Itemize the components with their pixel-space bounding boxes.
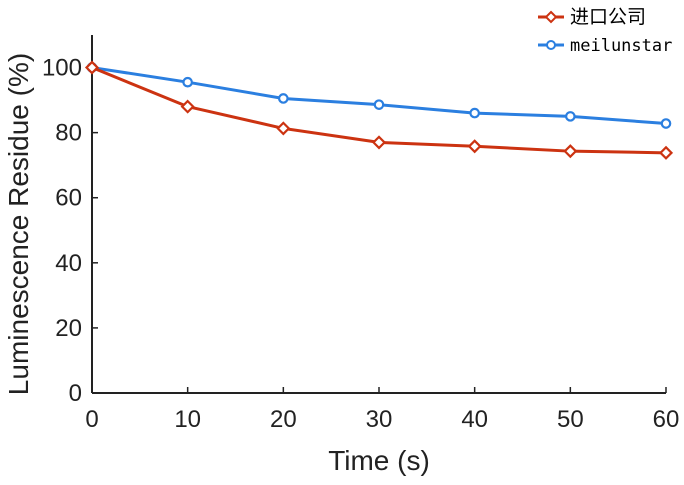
data-point: [180, 99, 195, 114]
legend-item: 进口公司: [538, 6, 646, 28]
legend-swatch-marker: [546, 40, 556, 50]
x-axis-title: Time (s): [328, 445, 430, 476]
legend-swatch-marker: [544, 10, 558, 24]
data-point: [467, 139, 482, 154]
data-point: [278, 93, 289, 104]
data-point: [182, 76, 193, 88]
legend-label: meilunstar: [570, 36, 672, 56]
data-point: [84, 60, 100, 75]
y-ticks: 0 20 40 60 80 100: [42, 55, 98, 407]
y-tick-label: 80: [55, 120, 82, 147]
data-point: [565, 111, 576, 122]
data-point: [373, 99, 385, 110]
y-tick-label: 60: [55, 185, 82, 212]
y-tick-label: 100: [42, 55, 82, 82]
series-1: [86, 62, 672, 129]
y-tick-label: 0: [69, 380, 82, 407]
data-point: [276, 121, 291, 136]
x-tick-label: 10: [174, 406, 201, 433]
x-ticks: 0 10 20 30 40 50 60: [85, 387, 679, 433]
data-point: [660, 118, 672, 129]
data-point: [469, 107, 480, 119]
x-tick-label: 0: [85, 406, 98, 433]
y-tick-label: 40: [55, 250, 82, 277]
data-point: [563, 144, 578, 159]
series-line: [91, 66, 667, 126]
legend: 进口公司 meilunstar: [538, 6, 672, 56]
data-point: [371, 135, 387, 150]
x-tick-label: 50: [557, 406, 584, 433]
y-axis-title: Luminescence Residue (%): [3, 53, 34, 395]
x-tick-label: 20: [270, 406, 297, 433]
x-tick-label: 30: [366, 406, 393, 433]
data-point: [658, 145, 674, 160]
legend-item: meilunstar: [538, 36, 672, 56]
axes: 0 10 20 30 40 50 60 0 20 40 60 80 100: [42, 35, 679, 433]
x-tick-label: 40: [461, 406, 488, 433]
x-tick-label: 60: [653, 406, 680, 433]
y-tick-label: 20: [55, 315, 82, 342]
legend-label: 进口公司: [570, 6, 646, 28]
series-0: [84, 60, 674, 160]
series-layer: [84, 60, 674, 160]
